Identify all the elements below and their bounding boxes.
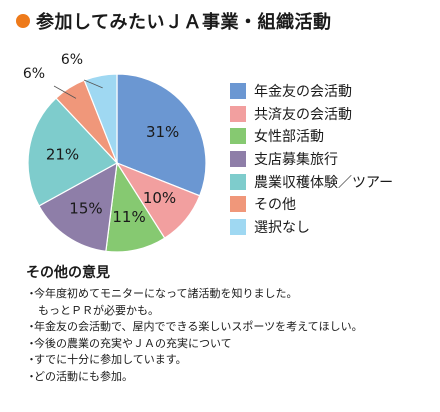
title-bullet-icon — [16, 14, 30, 28]
opinion-item: ・年金友の会活動で、屋内でできる楽しいスポーツを考えてほしい。 — [26, 320, 363, 333]
opinion-text: 今年度初めてモニターになって諸活動を知りました。 — [34, 287, 298, 300]
legend-item: その他 — [230, 193, 393, 216]
opinion-text: 年金友の会活動で、屋内でできる楽しいスポーツを考えてほしい。 — [34, 320, 363, 333]
legend-swatch — [230, 83, 246, 100]
pie-slice — [38, 161, 118, 252]
legend: 年金友の会活動 共済友の会活動 女性部活動 支店募集旅行 農業収穫体験／ツアー … — [230, 80, 393, 238]
legend-swatch — [230, 128, 246, 145]
pie-value-label: 11% — [112, 208, 145, 226]
opinion-item-continued: もっとＰＲが必要かも。 — [26, 303, 436, 320]
legend-label: 共済友の会活動 — [254, 106, 352, 123]
pie-value-label: 15% — [69, 200, 102, 218]
other-opinions-title: その他の意見 — [26, 265, 110, 281]
pie-value-label: 21% — [46, 145, 79, 163]
legend-swatch — [230, 218, 246, 235]
legend-label: 農業収穫体験／ツアー — [254, 174, 394, 191]
legend-label: 女性部活動 — [254, 129, 324, 146]
pie-slice — [27, 97, 118, 207]
opinion-item: ・どの活動にも参加。 — [26, 369, 133, 383]
legend-label: 支店募集旅行 — [254, 152, 338, 169]
leader-line — [53, 85, 77, 99]
chart-title: 参加してみたいＪＡ事業・組織活動 — [36, 12, 332, 33]
legend-label: その他 — [254, 197, 296, 214]
opinion-text: もっとＰＲが必要かも。 — [38, 303, 159, 317]
leader-line — [83, 79, 103, 89]
legend-swatch — [230, 196, 246, 213]
legend-label: 年金友の会活動 — [254, 84, 352, 101]
legend-item: 女性部活動 — [230, 125, 393, 148]
legend-swatch — [230, 151, 246, 168]
pie-chart: 31% 10%11% 15% 21% 6% 6% — [23, 52, 207, 253]
pie-value-label: 6% — [61, 52, 83, 68]
legend-item: 農業収穫体験／ツアー — [230, 170, 393, 193]
pie-value-label: 6% — [23, 66, 45, 82]
legend-item: 選択なし — [230, 216, 393, 239]
opinion-item: ・すでに十分に参加しています。 — [26, 353, 187, 366]
opinion-text: すでに十分に参加しています。 — [34, 353, 187, 366]
pie-value-label: 31% — [146, 123, 179, 141]
legend-item: 共済友の会活動 — [230, 103, 393, 126]
other-opinions: その他の意見 ・今年度初めてモニターになって諸活動を知りました。 もっとＰＲが必… — [26, 262, 436, 385]
pie-slice — [116, 73, 207, 197]
legend-swatch — [230, 173, 246, 190]
other-opinions-list: ・今年度初めてモニターになって諸活動を知りました。 もっとＰＲが必要かも。 ・年… — [26, 286, 436, 385]
opinion-item: ・今後の農業の充実やＪＡの充実について — [26, 336, 232, 350]
legend-item: 年金友の会活動 — [230, 80, 393, 103]
pie-value-label: 10% — [143, 189, 176, 207]
title-row: 参加してみたいＪＡ事業・組織活動 — [16, 8, 331, 34]
legend-swatch — [230, 105, 246, 122]
opinion-text: どの活動にも参加。 — [34, 369, 133, 383]
legend-label: 選択なし — [254, 219, 310, 236]
opinion-item: ・今年度初めてモニターになって諸活動を知りました。 — [26, 287, 298, 300]
opinion-text: 今後の農業の充実やＪＡの充実について — [34, 336, 232, 350]
legend-item: 支店募集旅行 — [230, 148, 393, 171]
